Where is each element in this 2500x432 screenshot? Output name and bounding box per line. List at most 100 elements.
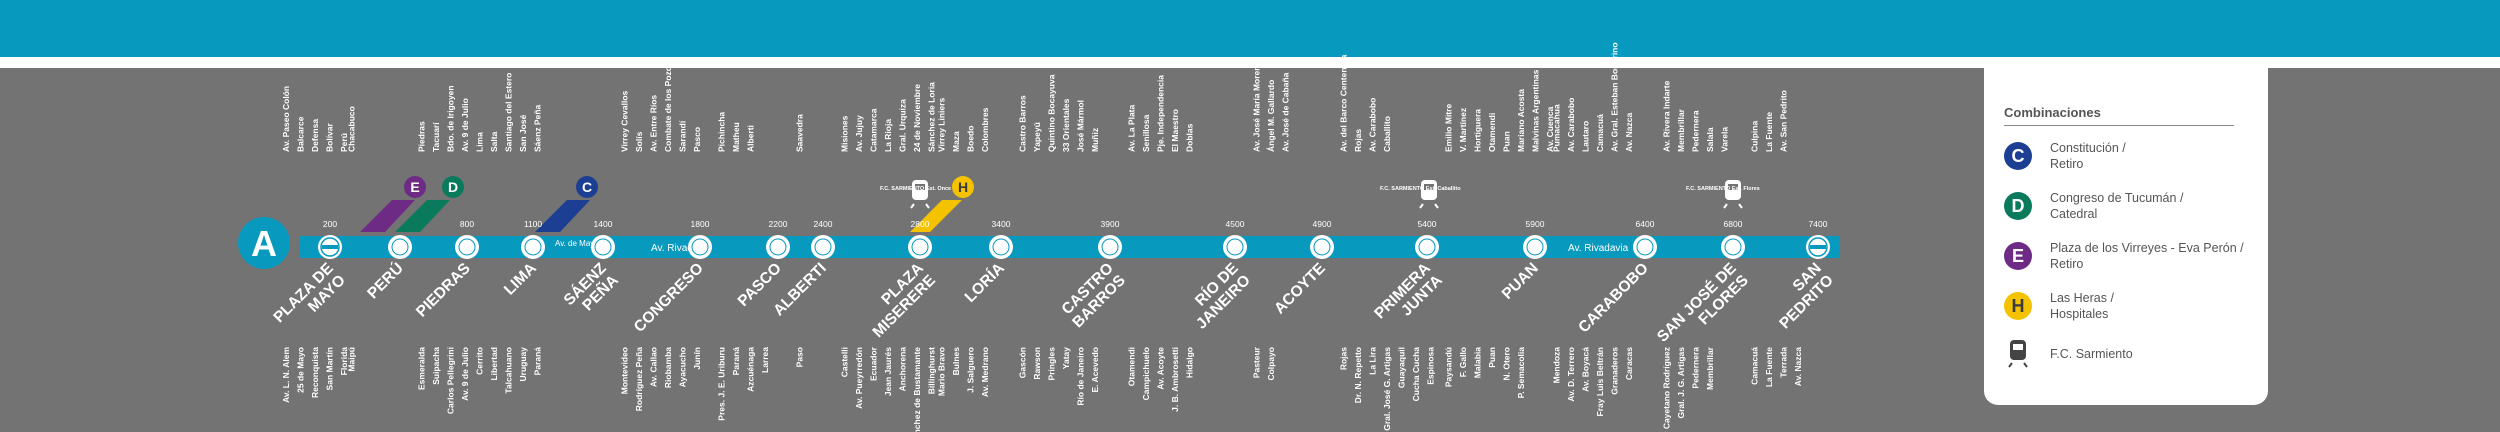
line-a-badge (238, 217, 290, 269)
street-label: Rodríguez Peña (634, 347, 644, 412)
street-label: Senillosa (1141, 114, 1151, 152)
station-name: ACOYTE (1271, 260, 1329, 318)
street-label: Campichuelo (1141, 347, 1151, 400)
street-label: Av. Entre Ríos (649, 95, 659, 152)
station-15: 5900 PUAN (1499, 219, 1547, 303)
street-label: Alberti (746, 125, 756, 152)
street-label: 24 de Noviembre (912, 84, 922, 152)
street-label: Combate de los Pozos (663, 61, 673, 152)
street-label: Av. Boyacá (1581, 347, 1591, 392)
street-label: Pumacahua (1552, 104, 1562, 152)
legend-item-text: Plaza de los Virreyes - Eva Perón / Reti… (2050, 241, 2244, 271)
street-label: Av. Gral. Esteban Bonorino (1610, 42, 1620, 152)
street-label: Dr. N. Repetto (1353, 347, 1363, 403)
street-label: Esmeralda (417, 347, 427, 390)
station-number: 2400 (814, 219, 833, 229)
street-label: Chacabuco (347, 106, 357, 152)
street-label: Lautaro (1581, 121, 1591, 152)
street-label: V. Martínez (1458, 108, 1468, 152)
street-label: Yatay (1061, 347, 1071, 369)
svg-text:E: E (410, 179, 419, 195)
connection-ribbon-e (360, 200, 415, 232)
street-label: Riobamba (663, 347, 673, 388)
legend-item-text: F.C. Sarmiento (2050, 347, 2133, 361)
line-track (300, 236, 1840, 258)
street-label: Virrey Cevallos (620, 90, 630, 152)
legend-title: Combinaciones (2004, 105, 2234, 126)
badge-d: D (442, 176, 464, 198)
street-label: Av. Nazca (1793, 347, 1803, 386)
street-label: Junín (692, 347, 702, 370)
street-label: 33 Orientales (1061, 98, 1071, 152)
street-label: Virrey Liniers (937, 98, 947, 152)
street-label: Otamendi (1127, 347, 1137, 386)
street-label: Gral. José G. Artigas (1382, 347, 1392, 431)
street-label: Tacuarí (431, 122, 441, 152)
street-label: Av. del Barco Centenera (1339, 54, 1349, 152)
street-label: Paso (795, 347, 805, 367)
avenue-label-rivadavia-1: Av. Rivadavia (651, 243, 712, 254)
street-label: Colpayo (1266, 347, 1276, 381)
station-number: 5900 (1526, 219, 1545, 229)
street-label: Sáenz Peña (533, 104, 543, 152)
street-label: Cucha Cucha (1411, 347, 1421, 402)
street-label: Av. La Plata (1127, 104, 1137, 152)
svg-text:LIMA: LIMA (501, 260, 540, 299)
station-13: 4900 ACOYTE (1271, 219, 1334, 318)
legend-item-text: Congreso de Tucumán / Catedral (2050, 191, 2184, 221)
street-label: Pres. J. E. Uriburu (717, 347, 727, 421)
street-label: Rojas (1339, 347, 1349, 370)
station-number: 200 (323, 219, 337, 229)
street-label: Maza (951, 131, 961, 152)
street-label: Espinosa (1426, 347, 1436, 385)
station-name: LIMA (501, 260, 540, 299)
street-label: Emilio Mitre (1444, 104, 1454, 152)
train-icon (1723, 180, 1743, 209)
street-label: Av. Medrano (980, 347, 990, 397)
svg-text:CARABOBO: CARABOBO (1575, 260, 1652, 337)
svg-text:C: C (582, 179, 592, 195)
svg-text:PERÚ: PERÚ (364, 259, 407, 302)
legend-item: D Congreso de Tucumán / Catedral (2004, 190, 2248, 222)
bottom-streets: Av. L. N. Alem 25 de Mayo Reconquista San M… (281, 346, 1803, 432)
street-label: P. Semacolia (1516, 347, 1526, 399)
legend-item-text: Constitución / Retiro (2050, 141, 2126, 171)
legend-item-text: Las Heras / Hospitales (2050, 291, 2114, 321)
street-label: Av. 9 de Julio (460, 98, 470, 152)
legend-item: F.C. Sarmiento (2004, 340, 2248, 368)
street-label: Balcarce (296, 116, 306, 152)
street-label: Santiago del Estero (504, 73, 514, 152)
street-label: Salta (489, 131, 499, 152)
fc-label-flores: F.C. SARMIENTO Est. Flores (1686, 186, 1760, 192)
street-label: El Maestro (1170, 109, 1180, 152)
station-name: CARABOBO (1575, 260, 1652, 337)
line-a-letter: A (251, 223, 277, 264)
street-label: Yapeyú (1032, 122, 1042, 152)
station-name: CONGRESO (631, 260, 707, 336)
station-number: 2200 (769, 219, 788, 229)
street-label: Pedernera (1691, 347, 1701, 389)
street-label: Salala (1705, 127, 1715, 152)
connection-ribbon-c (535, 200, 590, 232)
avenue-label-rivadavia-2: Av. Rivadavia (1568, 243, 1629, 254)
station-number: 6400 (1636, 219, 1655, 229)
station-10: 3400 LORÍA (962, 219, 1013, 306)
street-label: Av. Nazca (1624, 113, 1634, 152)
station-number: 6800 (1724, 219, 1743, 229)
station-number: 3900 (1101, 219, 1120, 229)
line-h-badge: H (2004, 292, 2032, 320)
street-label: Anchorena (898, 347, 908, 392)
street-label: Gral. J. G. Artigas (1676, 347, 1686, 419)
street-label: Culpina (1750, 121, 1760, 152)
street-label: Av. Rivera Indarte (1662, 80, 1672, 152)
street-label: Catamarca (869, 108, 879, 152)
street-label: Muñiz (1090, 128, 1100, 152)
station-number: 1100 (524, 219, 543, 229)
street-label: Azcuénaga (746, 347, 756, 392)
street-label: Mendoza (1552, 347, 1562, 384)
